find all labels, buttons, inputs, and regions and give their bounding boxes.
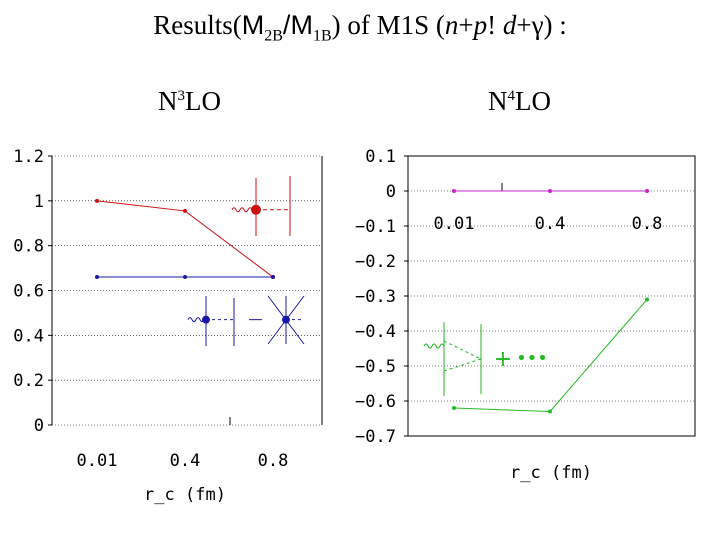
title-slash: / <box>282 10 291 40</box>
title-num-sub: 2B <box>264 27 283 45</box>
chart-n3lo-x-tick-label: 0.4 <box>170 451 201 471</box>
chart-n3lo-x-tick-label: 0.8 <box>258 451 289 471</box>
chart-n3lo-y-tick-label: 1.2 <box>13 147 44 167</box>
panel-label-base: N <box>488 86 508 116</box>
panel-label-sup: 4 <box>507 88 516 104</box>
chart-n3lo-series-red-point <box>183 208 187 213</box>
green-continuation-dots: ••• <box>516 348 548 369</box>
page-title: Results(M2B/M1B) of M1S (n+p! d+γ) : <box>0 10 720 45</box>
blue-vertex-blob <box>282 315 290 324</box>
chart-n4lo-y-tick-label: 0 <box>386 182 396 202</box>
chart-n3lo-y-tick-label: 1 <box>34 192 44 212</box>
chart-n4lo-x-tick-label: 0.4 <box>535 214 566 234</box>
chart-n4lo-y-tick-label: −0.5 <box>355 357 396 377</box>
green-dashed-line <box>443 358 482 372</box>
title-n: n <box>444 10 459 40</box>
title-prefix: Results( <box>153 10 242 40</box>
red-vertex-blob <box>251 204 261 215</box>
title-plus: + <box>458 10 474 40</box>
chart-n4lo-series-green-point <box>548 409 552 414</box>
title-bang: ! <box>487 10 503 40</box>
title-suffix-b: ) : <box>543 10 567 40</box>
panel-label-sup: 3 <box>177 88 186 104</box>
title-p: p <box>473 10 488 40</box>
panel-label-base: N <box>158 86 178 116</box>
panel-label-n3lo: N3LO <box>158 86 221 117</box>
chart-n3lo-y-tick-label: 0.4 <box>13 326 44 346</box>
panel-label-n4lo: N4LO <box>488 86 551 117</box>
chart-n4lo-x-tick-label: 0.8 <box>632 214 663 234</box>
chart-n3lo-series-blue-point <box>271 275 275 280</box>
chart-n4lo-y-tick-label: −0.6 <box>355 392 396 412</box>
title-den-base: M <box>290 10 313 40</box>
panel-label-rest: LO <box>185 86 221 116</box>
title-plus-gamma: +γ <box>516 10 544 40</box>
chart-n3lo-series-blue-point <box>183 275 187 280</box>
red-photon-wavy-line <box>231 207 253 213</box>
chart-n4lo-y-tick-label: −0.1 <box>355 217 396 237</box>
chart-n4lo-y-tick-label: −0.7 <box>355 427 396 447</box>
chart-n3lo-x-tick-label: 0.01 <box>77 451 118 471</box>
chart-n4lo-x-tick-label: 0.01 <box>434 214 475 234</box>
green-dashed-line <box>443 340 482 360</box>
chart-n4lo-x-axis-title: r_c (fm) <box>510 463 592 483</box>
title-den-sub: 1B <box>312 27 332 45</box>
green-plus-sign: + <box>494 347 512 372</box>
chart-n4lo-y-tick-label: −0.2 <box>355 252 396 272</box>
chart-n4lo-series-magenta-point <box>452 189 456 193</box>
chart-n4lo-series-magenta-point <box>548 189 552 193</box>
blue-photon-wavy-line <box>187 317 205 323</box>
chart-n3lo-series-blue-point <box>95 275 99 280</box>
panel-label-rest: LO <box>515 86 551 116</box>
blue-vertex-blob <box>202 315 210 324</box>
chart-n3lo-y-tick-label: 0.6 <box>13 282 44 302</box>
title-d: d <box>502 10 517 40</box>
chart-n4lo-series-green-point <box>452 406 456 410</box>
chart-n3lo-y-tick-label: 0.2 <box>13 371 44 391</box>
chart-n4lo-y-tick-label: 0.1 <box>365 147 396 167</box>
green-photon-wavy-line <box>423 343 445 349</box>
chart-n4lo-series-green-point <box>645 297 649 302</box>
chart-n4lo-y-tick-label: −0.4 <box>355 322 396 342</box>
chart-n3lo-x-axis-title: r_c (fm) <box>144 485 226 505</box>
title-suffix-a: ) of M1S ( <box>331 10 445 40</box>
chart-n4lo-series-magenta-point <box>645 189 649 193</box>
title-num-base: M <box>241 10 265 40</box>
chart-n3lo-series-red-point <box>95 198 99 203</box>
chart-n3lo-y-tick-label: 0.8 <box>13 237 44 257</box>
chart-n3lo-y-tick-label: 0 <box>34 416 44 436</box>
chart-n4lo-series-green-line <box>453 299 648 413</box>
chart-n4lo-y-tick-label: −0.3 <box>355 287 396 307</box>
